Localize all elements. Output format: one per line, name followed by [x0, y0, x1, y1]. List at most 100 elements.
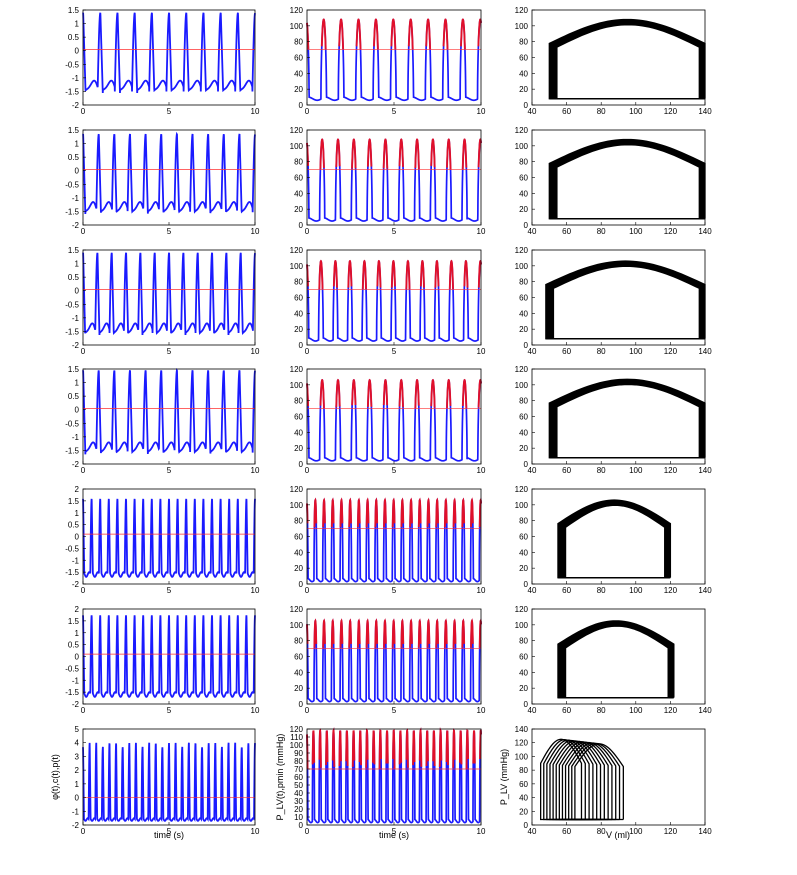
- systolic-segment: [477, 18, 482, 47]
- systolic-segment: [373, 18, 379, 50]
- x-tick-label: 120: [664, 586, 678, 595]
- systolic-segment: [391, 497, 396, 528]
- y-tick-label: 120: [290, 246, 304, 255]
- systolic-segment: [448, 259, 454, 289]
- y-tick-label: 40: [294, 428, 303, 437]
- y-tick-label: -0.5: [65, 300, 79, 309]
- x-tick-label: 60: [562, 227, 571, 236]
- y-tick-label: 40: [519, 428, 528, 437]
- x-tick-label: 140: [698, 586, 712, 595]
- oscillator-series: [82, 615, 256, 698]
- x-tick-label: 60: [562, 706, 571, 715]
- y-tick-label: 1.5: [68, 497, 80, 506]
- x-tick-label: 0: [305, 347, 310, 356]
- y-tick-label: 120: [515, 485, 529, 494]
- y-tick-label: 2: [75, 605, 80, 614]
- systolic-segment: [398, 138, 404, 167]
- time-x-label-2: time (s): [379, 830, 409, 840]
- systolic-segment: [348, 497, 352, 528]
- systolic-segment: [417, 497, 422, 528]
- systolic-segment: [318, 728, 322, 768]
- x-tick-label: 0: [305, 107, 310, 116]
- y-tick-label: 60: [519, 780, 528, 789]
- oscillator-series: [82, 498, 256, 578]
- x-tick-label: 0: [81, 827, 86, 836]
- y-tick-label: 60: [294, 294, 303, 303]
- x-tick-label: 140: [698, 347, 712, 356]
- x-tick-label: 5: [167, 347, 172, 356]
- y-tick-label: -1: [72, 74, 80, 83]
- systolic-segment: [445, 730, 449, 766]
- systolic-segment: [391, 618, 396, 648]
- x-tick-label: 80: [597, 827, 606, 836]
- systolic-segment: [365, 618, 370, 648]
- y-tick-label: 60: [519, 413, 528, 422]
- systolic-segment: [443, 618, 448, 648]
- systolic-segment: [351, 138, 357, 169]
- pv-loop-curve: [564, 741, 613, 821]
- y-tick-label: 100: [515, 501, 529, 510]
- pressure-series: [306, 378, 482, 462]
- systolic-segment: [365, 497, 370, 528]
- pressure-y-label: P_LV(t),pmin (mmHg): [275, 734, 285, 821]
- y-tick-label: 60: [294, 54, 303, 63]
- panel-pv-loop-row-4: 40 60 80 100 120 140 0 20 40 60 80 100 120: [515, 365, 713, 475]
- systolic-segment: [477, 378, 482, 408]
- y-tick-label: 80: [294, 517, 303, 526]
- x-tick-label: 40: [528, 107, 537, 116]
- y-tick-label: 120: [290, 365, 304, 374]
- systolic-segment: [472, 730, 476, 764]
- y-tick-label: -0.5: [65, 180, 79, 189]
- x-tick-label: 0: [81, 227, 86, 236]
- systolic-segment: [463, 259, 469, 288]
- systolic-segment: [452, 618, 457, 648]
- plot-frame: [531, 728, 706, 826]
- y-tick-label: 100: [290, 381, 304, 390]
- systolic-segment: [382, 138, 389, 169]
- systolic-segment: [311, 730, 316, 765]
- y-tick-label: 1.5: [68, 617, 80, 626]
- y-tick-label: 80: [519, 637, 528, 646]
- oscillator-series: [82, 742, 256, 823]
- y-tick-label: 120: [290, 485, 304, 494]
- x-tick-label: 5: [392, 586, 397, 595]
- pv-loop-curve: [552, 265, 700, 340]
- x-tick-label: 140: [698, 466, 712, 475]
- y-tick-label: 0: [299, 341, 304, 350]
- pv-loop-curve: [548, 18, 706, 100]
- y-tick-label: 20: [294, 564, 303, 573]
- systolic-segment: [446, 138, 452, 170]
- systolic-segment: [400, 497, 405, 528]
- x-tick-label: 10: [477, 466, 486, 475]
- y-tick-label: -0.5: [65, 544, 79, 553]
- x-tick-label: 0: [81, 466, 86, 475]
- systolic-segment: [382, 379, 389, 406]
- systolic-segment: [318, 259, 324, 289]
- systolic-segment: [446, 378, 452, 408]
- x-tick-label: 10: [251, 107, 260, 116]
- y-tick-label: 100: [290, 262, 304, 271]
- x-tick-label: 40: [528, 466, 537, 475]
- y-tick-label: -1: [72, 676, 80, 685]
- x-tick-label: 5: [392, 466, 397, 475]
- x-tick-label: 10: [477, 347, 486, 356]
- y-tick-label: 1: [75, 780, 80, 789]
- x-tick-label: 80: [597, 347, 606, 356]
- y-tick-label: 60: [294, 773, 303, 782]
- pv-loop-curve: [564, 504, 666, 579]
- y-tick-label: 40: [294, 789, 303, 798]
- y-tick-label: 110: [290, 733, 303, 742]
- systolic-segment: [425, 730, 429, 767]
- x-tick-label: 10: [477, 586, 486, 595]
- systolic-segment: [330, 618, 335, 648]
- systolic-segment: [320, 18, 327, 50]
- x-tick-label: 60: [562, 107, 571, 116]
- systolic-segment: [322, 497, 326, 528]
- y-tick-label: -1: [72, 807, 80, 816]
- systolic-segment: [398, 378, 404, 408]
- y-tick-label: 80: [519, 517, 528, 526]
- systolic-segment: [313, 618, 318, 648]
- x-tick-label: 0: [81, 706, 86, 715]
